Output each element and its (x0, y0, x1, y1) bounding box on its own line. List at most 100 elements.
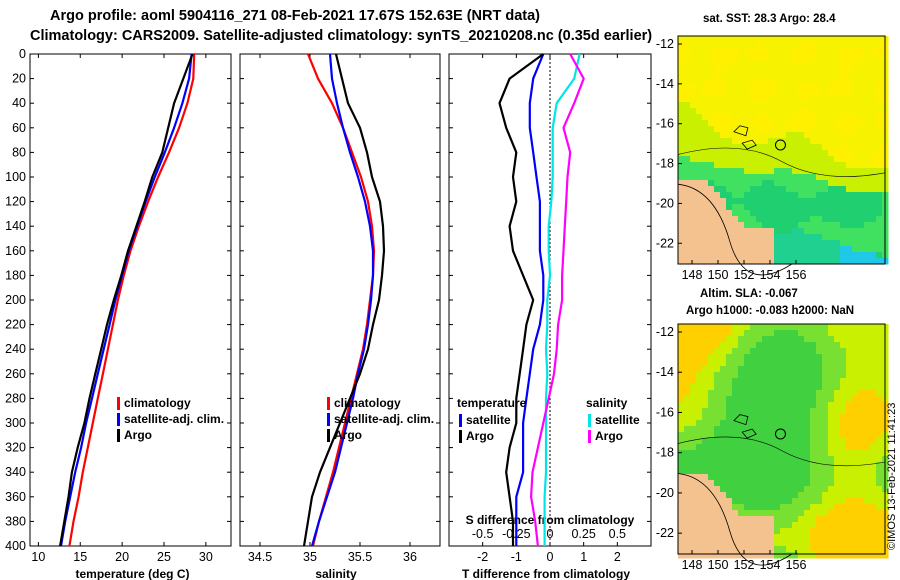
map-pixel (708, 162, 715, 169)
map-pixel (720, 84, 727, 91)
map-pixel (840, 480, 847, 487)
map-pixel (840, 192, 847, 199)
map-pixel (822, 186, 829, 193)
map-pixel (828, 372, 835, 379)
map-pixel (810, 516, 817, 523)
map-pixel (804, 78, 811, 85)
map-pixel (684, 54, 691, 61)
map-pixel (804, 486, 811, 493)
map-pixel (846, 174, 853, 181)
map-pixel (852, 462, 859, 469)
map-pixel (822, 156, 829, 163)
map-pixel (696, 114, 703, 121)
map-pixel (858, 414, 865, 421)
map-pixel (756, 492, 763, 499)
map-pixel (822, 204, 829, 211)
map-pixel (780, 522, 787, 529)
map-pixel (804, 516, 811, 523)
map-pixel (726, 228, 733, 235)
map-pixel (828, 204, 835, 211)
map-pixel (804, 216, 811, 223)
map-pixel (720, 414, 727, 421)
x-tick-label: -2 (477, 550, 488, 564)
map-pixel (810, 132, 817, 139)
map-pixel (786, 354, 793, 361)
map-pixel (732, 120, 739, 127)
map-pixel (846, 468, 853, 475)
map-pixel (702, 384, 709, 391)
map-pixel (714, 234, 721, 241)
map-pixel (792, 216, 799, 223)
map-pixel (828, 324, 835, 331)
map-pixel (732, 66, 739, 73)
map-pixel (702, 498, 709, 505)
map-pixel (726, 366, 733, 373)
map-pixel (768, 342, 775, 349)
map-pixel (744, 450, 751, 457)
map-pixel (732, 450, 739, 457)
map-pixel (876, 174, 883, 181)
map-pixel (840, 450, 847, 457)
map-pixel (810, 78, 817, 85)
map-pixel (846, 78, 853, 85)
map-pixel (876, 144, 883, 151)
map-pixel (714, 384, 721, 391)
map-pixel (858, 522, 865, 529)
map-pixel (774, 48, 781, 55)
map-pixel (858, 390, 865, 397)
map-pixel (846, 252, 853, 259)
map-pixel (756, 72, 763, 79)
map-pixel (840, 180, 847, 187)
temperature-legend-swatch (117, 429, 120, 442)
map-pixel (864, 258, 871, 265)
map-pixel (804, 144, 811, 151)
map-pixel (828, 330, 835, 337)
map-pixel (858, 36, 865, 43)
map-pixel (702, 342, 709, 349)
map-pixel (756, 450, 763, 457)
map-pixel (792, 258, 799, 265)
map-pixel (846, 462, 853, 469)
map-pixel (846, 372, 853, 379)
map-pixel (720, 78, 727, 85)
map-pixel (816, 474, 823, 481)
map-pixel (858, 540, 865, 547)
map-pixel (870, 462, 877, 469)
map-pixel (798, 252, 805, 259)
map-pixel (738, 474, 745, 481)
map-pixel (834, 192, 841, 199)
map-pixel (870, 528, 877, 535)
map-pixel (786, 534, 793, 541)
map-pixel (810, 336, 817, 343)
map-pixel (774, 228, 781, 235)
map-pixel (864, 180, 871, 187)
map-pixel (732, 156, 739, 163)
map-pixel (750, 438, 757, 445)
map-pixel (690, 420, 697, 427)
map-pixel (876, 330, 883, 337)
map-pixel (870, 198, 877, 205)
map-pixel (822, 330, 829, 337)
map-pixel (810, 366, 817, 373)
map-pixel (876, 546, 883, 553)
map-pixel (678, 198, 685, 205)
map-pixel (828, 474, 835, 481)
map-pixel (708, 354, 715, 361)
map-pixel (702, 252, 709, 259)
map-pixel (690, 210, 697, 217)
map-pixel (702, 324, 709, 331)
map-pixel (792, 510, 799, 517)
map-pixel (822, 222, 829, 229)
map-pixel (678, 516, 685, 523)
map-pixel (696, 438, 703, 445)
map-pixel (678, 414, 685, 421)
map-pixel (684, 132, 691, 139)
map-pixel (864, 216, 871, 223)
map-pixel (690, 132, 697, 139)
map-pixel (720, 192, 727, 199)
map-pixel (720, 528, 727, 535)
map-pixel (798, 120, 805, 127)
map-pixel (744, 522, 751, 529)
map-pixel (714, 198, 721, 205)
map-pixel (876, 84, 883, 91)
